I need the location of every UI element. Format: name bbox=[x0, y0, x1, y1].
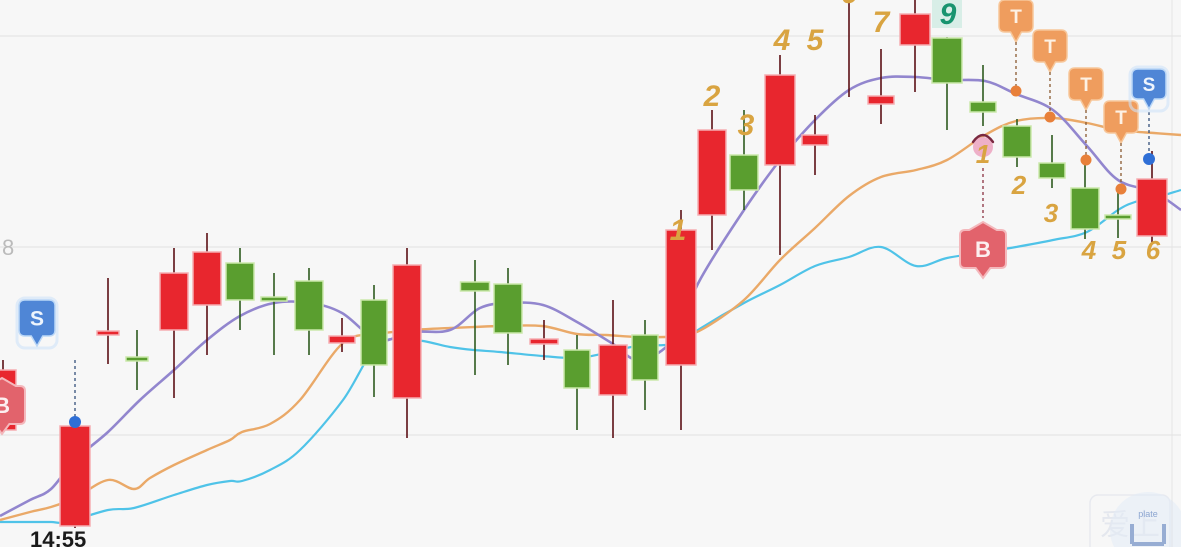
svg-text:3: 3 bbox=[738, 109, 755, 142]
svg-text:plate: plate bbox=[1138, 509, 1158, 519]
svg-text:1: 1 bbox=[976, 139, 990, 169]
svg-text:8: 8 bbox=[2, 235, 14, 260]
svg-text:T: T bbox=[1080, 75, 1092, 96]
svg-text:2: 2 bbox=[703, 80, 721, 113]
svg-text:2: 2 bbox=[1011, 170, 1027, 200]
svg-text:T: T bbox=[1115, 108, 1127, 129]
svg-text:T: T bbox=[1044, 37, 1056, 58]
svg-text:B: B bbox=[0, 393, 10, 418]
svg-text:14:55: 14:55 bbox=[30, 527, 86, 547]
svg-text:6: 6 bbox=[841, 0, 858, 10]
svg-text:5: 5 bbox=[1112, 235, 1127, 265]
svg-text:4: 4 bbox=[773, 24, 791, 57]
svg-text:T: T bbox=[1010, 7, 1022, 28]
svg-text:4: 4 bbox=[1081, 235, 1097, 265]
svg-text:5: 5 bbox=[807, 24, 825, 57]
svg-text:B: B bbox=[975, 237, 991, 262]
svg-text:7: 7 bbox=[873, 6, 891, 39]
svg-text:6: 6 bbox=[1146, 235, 1161, 265]
svg-text:9: 9 bbox=[940, 0, 957, 31]
svg-text:S: S bbox=[1143, 75, 1156, 96]
svg-text:S: S bbox=[30, 308, 44, 331]
svg-text:3: 3 bbox=[1044, 198, 1059, 228]
svg-text:1: 1 bbox=[670, 214, 687, 247]
